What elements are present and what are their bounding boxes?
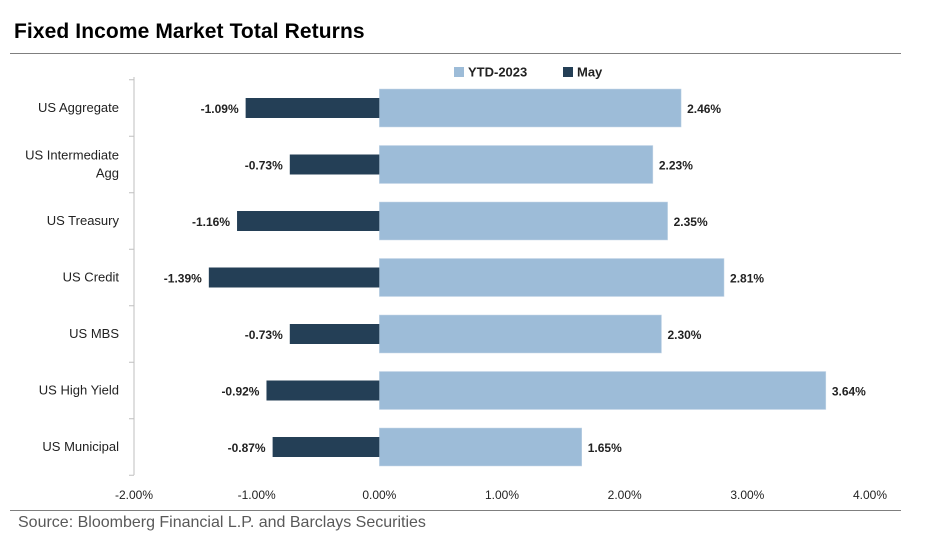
may-data-label: -0.87% <box>228 441 266 455</box>
ytd-data-label: 2.30% <box>667 328 701 342</box>
x-tick-label: 1.00% <box>485 488 519 502</box>
ytd-data-label: 2.23% <box>659 159 693 173</box>
ytd-data-label: 2.81% <box>730 272 764 286</box>
may-bar <box>237 211 380 231</box>
ytd-bar <box>379 314 662 354</box>
may-data-label: -1.16% <box>192 215 230 229</box>
ytd-bar <box>379 88 682 128</box>
ytd-bar <box>379 258 725 297</box>
may-data-label: -0.73% <box>245 328 283 342</box>
chart-title: Fixed Income Market Total Returns <box>14 20 365 43</box>
ytd-bar <box>379 145 654 184</box>
source-divider <box>10 510 901 511</box>
category-label: US Municipal <box>42 439 119 454</box>
title-divider <box>10 53 901 54</box>
legend-swatch <box>563 67 573 77</box>
category-label: US Intermediate Agg <box>25 148 119 181</box>
category-label: US MBS <box>69 326 119 341</box>
x-tick-label: 4.00% <box>853 488 887 502</box>
may-bar <box>208 267 380 288</box>
legend-swatch <box>454 67 464 77</box>
may-bar <box>266 380 380 401</box>
source-note: Source: Bloomberg Financial L.P. and Bar… <box>18 514 426 531</box>
ytd-data-label: 2.46% <box>687 102 721 116</box>
x-tick-label: -1.00% <box>238 488 276 502</box>
x-tick-label: -2.00% <box>115 488 153 502</box>
category-label: US Credit <box>63 270 120 285</box>
may-bar <box>289 324 380 344</box>
bar-chart: US Aggregate 2.46% -1.09% US Intermediate Ag… <box>25 65 887 503</box>
may-data-label: -1.39% <box>164 272 202 286</box>
ytd-bar <box>379 201 668 241</box>
ytd-bar <box>379 427 582 467</box>
may-data-label: -0.73% <box>245 159 283 173</box>
ytd-data-label: 3.64% <box>832 385 866 399</box>
may-data-label: -0.92% <box>221 385 259 399</box>
x-tick-label: 3.00% <box>730 488 764 502</box>
legend-label: May <box>577 65 603 80</box>
may-bar <box>272 437 380 457</box>
ytd-data-label: 1.65% <box>588 441 622 455</box>
category-label: US High Yield <box>39 383 119 398</box>
ytd-bar <box>379 371 827 410</box>
x-tick-label: 2.00% <box>608 488 642 502</box>
x-tick-label: 0.00% <box>362 488 396 502</box>
ytd-data-label: 2.35% <box>674 215 708 229</box>
may-bar <box>245 98 380 118</box>
legend-label: YTD-2023 <box>468 65 527 80</box>
category-label: US Treasury <box>47 213 120 228</box>
may-data-label: -1.09% <box>201 102 239 116</box>
category-label: US Aggregate <box>38 100 119 115</box>
may-bar <box>289 154 380 175</box>
